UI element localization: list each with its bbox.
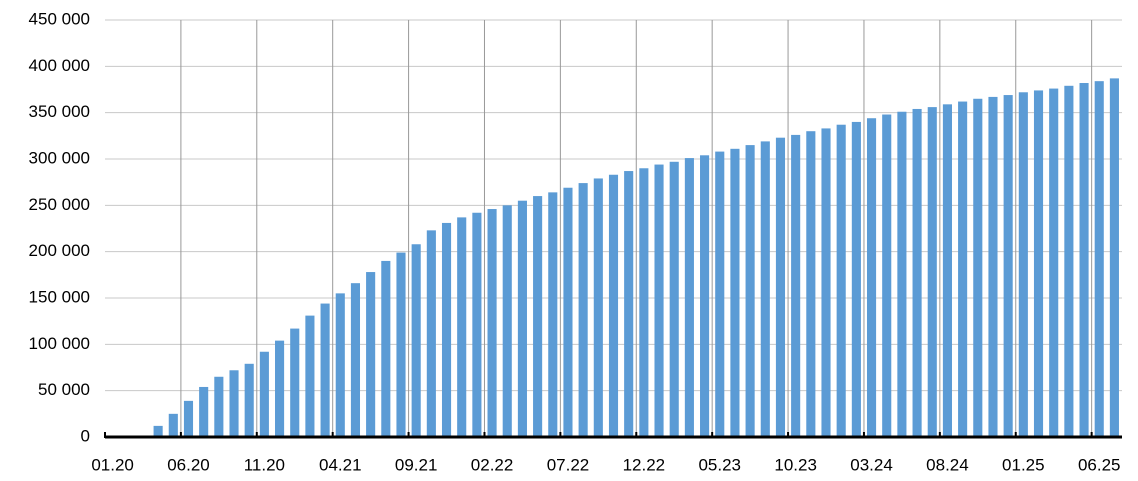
- y-tick-label: 350 000: [29, 102, 90, 121]
- bar: [563, 187, 573, 437]
- bar: [1003, 95, 1013, 437]
- x-tick-label: 06.25: [1078, 455, 1121, 474]
- bar: [548, 192, 558, 437]
- bar: [882, 114, 892, 438]
- bar: [290, 328, 300, 437]
- bar: [791, 134, 801, 437]
- y-tick-label: 250 000: [29, 195, 90, 214]
- x-tick-label: 05.23: [698, 455, 741, 474]
- x-tick-label: 03.24: [850, 455, 893, 474]
- bar: [350, 283, 361, 437]
- bar: [866, 118, 877, 437]
- bar: [700, 155, 710, 437]
- x-tick-label: 10.23: [774, 455, 817, 474]
- bar: [366, 272, 376, 437]
- x-tick-label: 07.22: [547, 455, 590, 474]
- y-tick-label: 100 000: [29, 334, 90, 353]
- bar: [1064, 85, 1074, 437]
- bar: [775, 137, 786, 438]
- bar: [1049, 88, 1059, 437]
- bar: [396, 252, 406, 437]
- y-tick-label: 400 000: [29, 56, 90, 75]
- bar: [821, 128, 831, 438]
- bar: [942, 104, 952, 438]
- bar: [624, 171, 634, 437]
- bar: [426, 230, 436, 437]
- bar: [441, 222, 452, 437]
- x-tick-label: 06.20: [167, 455, 210, 474]
- x-tick-label: 04.21: [319, 455, 362, 474]
- bar: [806, 131, 816, 437]
- x-tick-label: 09.21: [395, 455, 438, 474]
- bar: [851, 121, 861, 437]
- bar: [897, 111, 907, 438]
- bar: [259, 351, 269, 437]
- bar: [1033, 90, 1044, 437]
- bar: [320, 303, 330, 437]
- bar: [275, 340, 285, 437]
- bar: [669, 161, 679, 437]
- bar: [153, 425, 163, 437]
- bar: [214, 376, 224, 437]
- bar: [608, 174, 619, 437]
- bar: [411, 244, 421, 437]
- bar: [958, 101, 968, 438]
- y-tick-label: 200 000: [29, 241, 90, 260]
- x-tick-label: 12.22: [623, 455, 666, 474]
- bar: [229, 370, 239, 437]
- bar: [836, 124, 846, 438]
- bar: [533, 196, 543, 437]
- y-tick-label: 150 000: [29, 287, 90, 306]
- bar: [654, 164, 664, 437]
- bar: [578, 183, 588, 437]
- bar: [715, 151, 725, 437]
- bar: [381, 260, 391, 437]
- bar: [730, 148, 740, 437]
- bar: [244, 363, 254, 437]
- bar: [973, 98, 983, 438]
- bar: [168, 413, 178, 437]
- bar: [472, 212, 482, 437]
- bar: [593, 178, 603, 437]
- x-tick-label: 02.22: [471, 455, 514, 474]
- bar: [684, 158, 694, 437]
- bar: [639, 168, 649, 437]
- x-tick-label: 08.24: [926, 455, 969, 474]
- bar: [927, 107, 937, 438]
- bar: [745, 145, 755, 437]
- y-tick-label: 0: [81, 426, 90, 445]
- bar: [912, 108, 922, 438]
- bar: [199, 386, 209, 437]
- y-tick-label: 450 000: [29, 9, 90, 28]
- x-tick-label: 11.20: [244, 455, 285, 474]
- y-tick-label: 50 000: [38, 380, 90, 399]
- bar: [1018, 92, 1028, 437]
- bar: [457, 217, 467, 437]
- bar: [305, 315, 315, 437]
- x-tick-label: 01.25: [1002, 455, 1045, 474]
- x-tick-label: 01.20: [91, 455, 134, 474]
- bar: [988, 96, 998, 437]
- bar: [183, 400, 194, 437]
- bar: [760, 141, 770, 438]
- bar: [1094, 81, 1104, 437]
- bar: [487, 209, 497, 437]
- bar: [1079, 83, 1089, 437]
- bar: [335, 293, 345, 437]
- bar: [502, 205, 512, 437]
- y-tick-label: 300 000: [29, 148, 90, 167]
- bar: [1109, 78, 1119, 437]
- bar: [517, 200, 527, 437]
